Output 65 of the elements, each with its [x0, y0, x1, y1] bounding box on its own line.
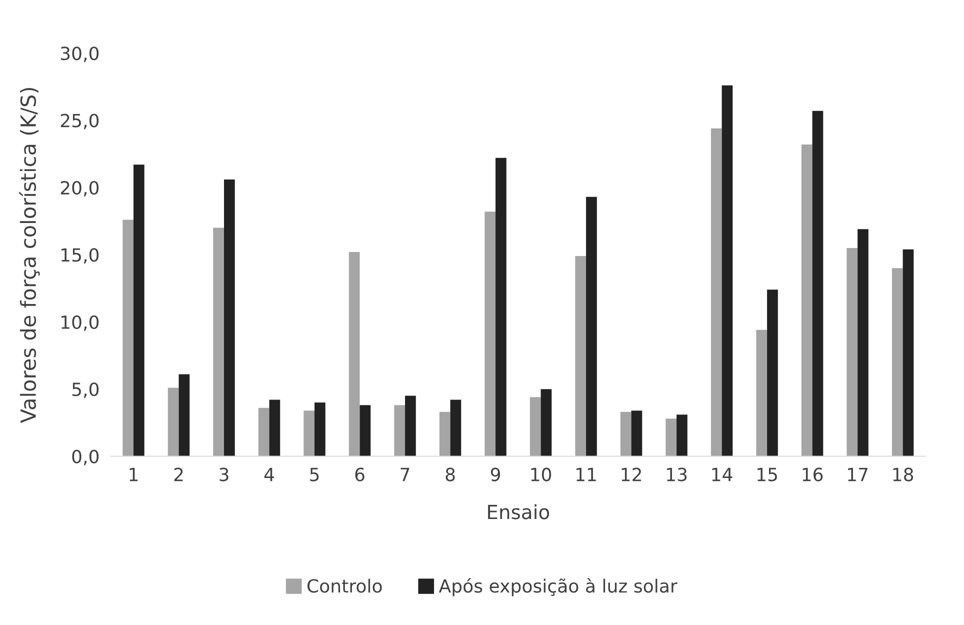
legend-label: Controlo [307, 578, 382, 593]
bar [530, 397, 541, 456]
bar [178, 374, 190, 456]
x-tick-label: 17 [848, 468, 868, 482]
x-tick-label: 4 [264, 468, 274, 482]
x-tick-label: 13 [667, 468, 687, 482]
bar [314, 402, 326, 456]
x-tick-label: 1 [130, 468, 138, 482]
y-tick-label: 10,0 [62, 315, 99, 331]
bar [133, 164, 144, 456]
bar [168, 388, 179, 456]
legend-label: Após exposição à luz solar [438, 578, 678, 596]
x-tick-label: 6 [355, 468, 364, 482]
bar [666, 418, 677, 456]
bar [767, 290, 778, 456]
y-tick-label: 25,0 [60, 114, 99, 130]
y-tick-label: 20,0 [60, 180, 99, 196]
bar [258, 408, 270, 456]
x-axis-title: Ensaio [488, 504, 550, 520]
x-tick-label: 18 [893, 468, 914, 482]
bar [394, 405, 406, 456]
bar [846, 248, 858, 456]
bar [348, 252, 360, 456]
bar [710, 128, 722, 456]
bar [122, 220, 134, 456]
y-tick-label: 0,0 [72, 450, 99, 466]
bar [224, 179, 235, 456]
bar [756, 330, 768, 456]
x-tick-label: 14 [712, 468, 732, 482]
bar [575, 256, 586, 456]
x-tick-label: 16 [802, 468, 823, 482]
y-tick-label: 30,0 [60, 46, 99, 62]
x-tick-label: 7 [400, 468, 410, 482]
x-tick-label: 9 [490, 468, 500, 482]
bar [484, 212, 496, 456]
bar [540, 389, 552, 456]
bar [496, 158, 506, 456]
bar [722, 85, 733, 456]
x-tick-label: 3 [220, 468, 228, 482]
bar [812, 110, 824, 456]
bar [586, 196, 597, 456]
y-tick-label: 5,0 [72, 382, 99, 398]
x-tick-label: 11 [576, 468, 596, 482]
y-tick-label: 15,0 [62, 248, 99, 264]
bar [360, 405, 371, 456]
bar [858, 229, 868, 456]
bar [801, 144, 812, 456]
bar [405, 396, 416, 456]
x-tick-label: 12 [622, 468, 641, 482]
bar [450, 400, 462, 456]
x-tick-label: 8 [446, 468, 455, 482]
y-axis-title: Valores de força colorística (K/S) [19, 88, 40, 423]
bar [902, 249, 914, 456]
bar [269, 400, 280, 456]
bar [676, 414, 688, 456]
bar [620, 412, 632, 456]
bar [213, 228, 224, 456]
x-tick-label: 15 [758, 468, 777, 482]
bar [892, 268, 903, 456]
x-tick-label: 2 [174, 468, 183, 482]
x-tick-label: 5 [310, 468, 319, 482]
bar [304, 410, 315, 456]
bar [631, 410, 642, 456]
x-tick-label: 10 [531, 468, 552, 482]
bar [439, 412, 450, 456]
